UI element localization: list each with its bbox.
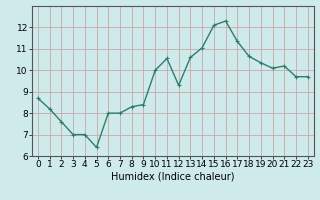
X-axis label: Humidex (Indice chaleur): Humidex (Indice chaleur) xyxy=(111,172,235,182)
